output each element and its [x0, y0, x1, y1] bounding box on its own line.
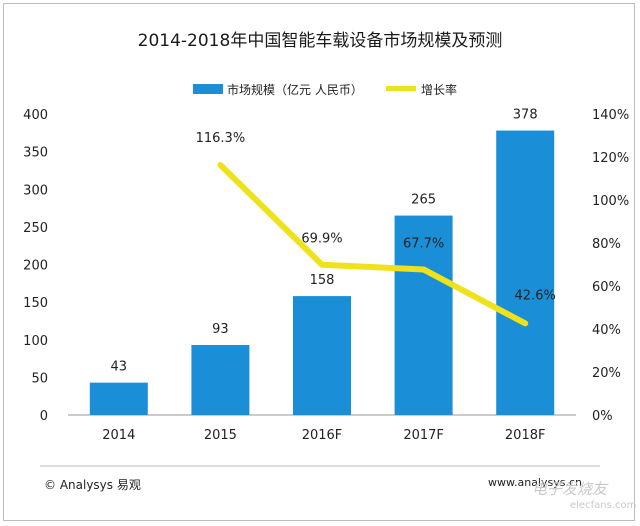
y-left-tick-label: 200	[23, 259, 48, 274]
growth-value-label: 42.6%	[515, 288, 556, 303]
chart-title: 2014-2018年中国智能车载设备市场规模及预测	[138, 31, 503, 51]
y-left-tick-label: 350	[23, 146, 48, 161]
y-right-tick-label: 140%	[592, 108, 629, 123]
growth-line	[217, 161, 529, 327]
y-left-tick-label: 0	[40, 409, 48, 424]
axes: 0 50 100 150 200 250 300 350 400 0% 20% 40% 60% 80% 10…	[23, 108, 629, 443]
x-tick-label: 2018F	[505, 428, 546, 443]
y-right-tick-label: 60%	[592, 280, 621, 295]
y-right-tick-label: 80%	[592, 237, 621, 252]
legend-swatch-bar	[193, 84, 223, 94]
bar-value-label: 378	[513, 108, 538, 123]
watermark-brand: 电子发烧友	[532, 480, 608, 498]
y-left-tick-label: 50	[31, 371, 48, 386]
legend-label-bar: 市场规模（亿元 人民币）	[227, 82, 363, 97]
growth-value-label: 116.3%	[196, 131, 246, 146]
bar-value-label: 43	[111, 360, 128, 375]
y-left-tick-label: 100	[23, 334, 48, 349]
y-right-tick-label: 40%	[592, 323, 621, 338]
y-right-tick-label: 120%	[592, 151, 629, 166]
y-right-tick-label: 20%	[592, 366, 621, 381]
bars	[89, 130, 555, 415]
x-tick-label: 2015	[204, 428, 237, 443]
bar	[496, 130, 555, 415]
y-left-tick-label: 300	[23, 183, 48, 198]
bar-value-label: 158	[310, 273, 335, 288]
x-tick-label: 2017F	[403, 428, 444, 443]
bar-value-label: 265	[411, 193, 436, 208]
legend: 市场规模（亿元 人民币） 增长率	[193, 82, 457, 97]
bar	[191, 345, 250, 415]
x-tick-label: 2014	[102, 428, 135, 443]
source-url: www.analysys.cn	[488, 476, 582, 489]
growth-value-label: 69.9%	[301, 232, 342, 247]
y-right-tick-label: 100%	[592, 194, 629, 209]
bar	[293, 296, 351, 415]
bar	[89, 382, 148, 415]
y-left-tick-label: 400	[23, 108, 48, 123]
y-right-tick-label: 0%	[592, 409, 613, 424]
x-tick-label: 2016F	[302, 428, 343, 443]
legend-swatch-line	[386, 86, 416, 91]
data-labels: 43 93 158 265 378 116.3% 69.9% 67.7% 42.6%	[111, 108, 556, 375]
legend-label-line: 增长率	[421, 82, 457, 97]
bar-value-label: 93	[212, 322, 229, 337]
source-note: © Analysys 易观	[44, 478, 141, 492]
growth-value-label: 67.7%	[403, 236, 444, 251]
bar	[394, 215, 453, 415]
watermark-site: elecfans.com	[570, 500, 637, 511]
growth-line-path	[217, 161, 529, 327]
y-left-tick-label: 150	[23, 296, 48, 311]
y-left-tick-label: 250	[23, 221, 48, 236]
